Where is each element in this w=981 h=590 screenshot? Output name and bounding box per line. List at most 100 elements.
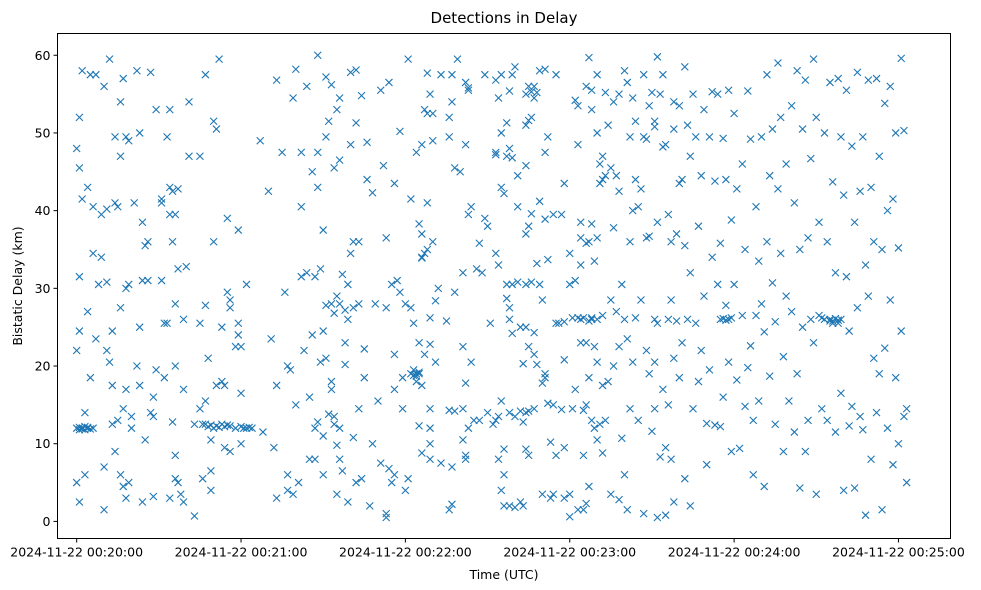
data-point-marker [75, 327, 84, 335]
y-axis-label: Bistatic Delay (km) [10, 226, 25, 345]
data-point-marker [620, 470, 629, 479]
data-point-marker [327, 80, 336, 89]
data-point-marker [278, 148, 287, 157]
data-point-marker [554, 319, 563, 328]
data-point-marker [223, 421, 232, 429]
data-point-marker [587, 86, 596, 95]
data-point-marker [133, 66, 141, 75]
data-point-marker [259, 428, 267, 436]
data-point-marker [883, 206, 892, 215]
data-point-marker [75, 498, 84, 506]
data-point-marker [601, 416, 610, 425]
data-point-marker [415, 219, 423, 228]
data-point-marker [217, 323, 226, 332]
data-point-marker [582, 499, 591, 508]
data-point-marker [532, 88, 541, 97]
data-point-marker [541, 369, 549, 378]
data-point-marker [658, 385, 667, 394]
data-point-marker [448, 500, 456, 509]
data-point-marker [212, 381, 221, 390]
data-point-marker [508, 280, 517, 289]
data-point-marker [423, 109, 432, 118]
data-point-marker [593, 435, 602, 444]
data-point-marker [415, 421, 423, 430]
data-point-marker [157, 276, 166, 285]
data-point-marker [615, 90, 623, 98]
data-point-marker [686, 152, 695, 161]
data-point-marker [617, 280, 626, 289]
data-point-marker [149, 492, 158, 501]
data-point-marker [637, 184, 645, 193]
data-point-marker [174, 478, 182, 487]
data-point-marker [642, 346, 651, 355]
data-point-marker [771, 420, 780, 429]
data-point-marker [469, 416, 478, 425]
data-point-marker [516, 498, 525, 506]
data-point-marker [396, 127, 404, 136]
data-point-marker [182, 262, 191, 271]
data-point-marker [431, 358, 440, 367]
data-point-marker [354, 404, 363, 413]
data-point-marker [732, 376, 741, 384]
data-point-marker [648, 88, 656, 97]
data-point-marker [171, 362, 180, 370]
data-point-marker [119, 404, 128, 413]
data-point-marker [826, 78, 834, 87]
data-point-marker [601, 171, 610, 180]
data-point-marker [669, 354, 678, 363]
data-point-marker [343, 280, 352, 289]
data-point-marker [609, 362, 618, 370]
data-point-marker [401, 299, 410, 308]
data-point-marker [776, 249, 785, 258]
data-point-marker [587, 416, 596, 425]
data-point-marker [264, 187, 273, 196]
data-point-marker [420, 350, 429, 359]
data-point-marker [705, 366, 714, 374]
y-axis: 0 10 20 30 40 50 60 [35, 48, 58, 529]
data-point-marker [124, 478, 133, 487]
data-point-marker [223, 214, 232, 223]
data-point-marker [683, 315, 692, 324]
data-point-marker [543, 255, 552, 264]
data-point-marker [642, 135, 651, 144]
data-point-marker [322, 73, 330, 81]
data-point-marker [409, 371, 418, 380]
data-point-marker [497, 183, 506, 192]
data-point-marker [89, 424, 97, 433]
data-point-marker [72, 478, 81, 487]
data-point-marker [847, 142, 856, 151]
data-point-marker [464, 83, 473, 92]
data-point-marker [724, 358, 733, 367]
data-point-marker [831, 428, 840, 436]
data-point-marker [727, 216, 736, 224]
data-point-marker [582, 400, 591, 409]
data-point-marker [379, 161, 388, 170]
data-point-marker [842, 272, 851, 281]
data-point-marker [809, 338, 818, 347]
y-tick-label: 50 [35, 125, 51, 140]
data-point-marker [171, 210, 180, 219]
data-point-marker [502, 280, 511, 289]
data-point-marker [86, 373, 95, 382]
data-point-marker [639, 70, 648, 79]
data-point-marker [494, 412, 503, 421]
data-point-marker [116, 303, 125, 312]
data-point-marker [541, 373, 549, 382]
data-point-marker [700, 105, 708, 114]
data-point-marker [615, 187, 623, 196]
data-point-marker [617, 434, 626, 443]
data-point-marker [856, 187, 864, 196]
data-point-marker [650, 358, 659, 367]
plot-frame [57, 33, 951, 539]
data-point-marker [157, 195, 166, 203]
data-point-marker [571, 385, 580, 394]
data-point-marker [793, 369, 801, 378]
x-tick-label: 2024-11-22 00:23:00 [503, 545, 636, 560]
data-point-marker [667, 237, 675, 246]
data-point-marker [582, 338, 591, 347]
data-point-marker [845, 327, 854, 335]
data-point-marker [527, 278, 536, 287]
data-point-marker [146, 68, 155, 77]
data-point-marker [837, 132, 845, 141]
data-point-marker [149, 393, 158, 401]
